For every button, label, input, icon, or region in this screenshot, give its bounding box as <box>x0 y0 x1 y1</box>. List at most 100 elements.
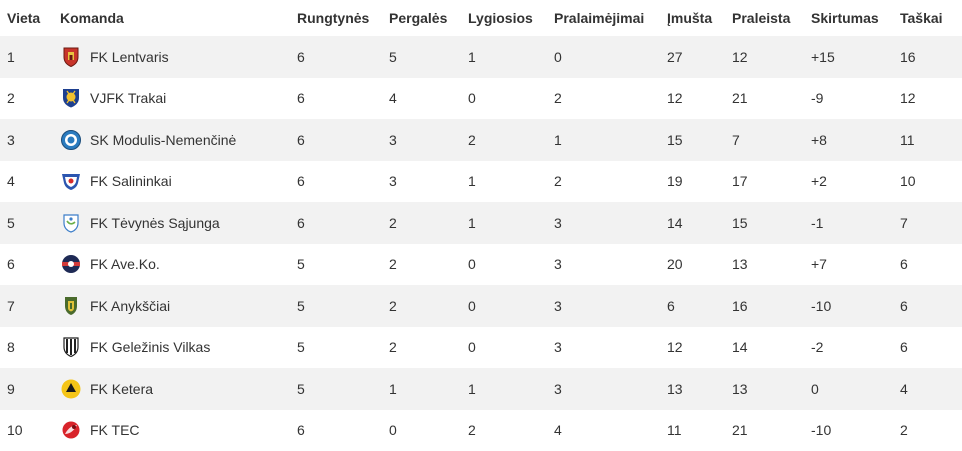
team-wrapper: FK Salininkai <box>60 170 297 192</box>
cell-team: FK Lentvaris <box>60 36 297 78</box>
cell-drawn: 1 <box>468 202 554 244</box>
cell-played: 6 <box>297 36 389 78</box>
cell-team: FK Anykščiai <box>60 285 297 327</box>
cell-won: 2 <box>389 285 468 327</box>
cell-position: 2 <box>0 78 60 120</box>
team-name-link[interactable]: FK Lentvaris <box>90 49 169 65</box>
cell-position: 3 <box>0 119 60 161</box>
cell-won: 2 <box>389 202 468 244</box>
cell-position: 10 <box>0 410 60 451</box>
cell-lost: 3 <box>554 285 667 327</box>
cell-conceded: 16 <box>732 285 811 327</box>
cell-position: 4 <box>0 161 60 203</box>
cell-difference: -2 <box>811 327 900 369</box>
cell-played: 6 <box>297 410 389 451</box>
header-conceded[interactable]: Praleista <box>732 0 811 36</box>
table-body: 1 FK Lentvaris 6 5 1 0 27 12 +15 16 2 VJ… <box>0 36 962 451</box>
cell-played: 5 <box>297 285 389 327</box>
cell-lost: 3 <box>554 202 667 244</box>
team-name-link[interactable]: FK Salininkai <box>90 173 172 189</box>
header-won[interactable]: Pergalės <box>389 0 468 36</box>
team-wrapper: FK Ketera <box>60 378 297 400</box>
cell-lost: 2 <box>554 78 667 120</box>
modulis-crest-icon <box>60 129 82 151</box>
cell-played: 6 <box>297 78 389 120</box>
team-wrapper: FK TEC <box>60 419 297 441</box>
cell-points: 16 <box>900 36 962 78</box>
table-row: 2 VJFK Trakai 6 4 0 2 12 21 -9 12 <box>0 78 962 120</box>
table-row: 1 FK Lentvaris 6 5 1 0 27 12 +15 16 <box>0 36 962 78</box>
cell-won: 4 <box>389 78 468 120</box>
table-row: 8 FK Geležinis Vilkas 5 2 0 3 12 14 -2 6 <box>0 327 962 369</box>
team-wrapper: FK Ave.Ko. <box>60 253 297 275</box>
cell-conceded: 21 <box>732 410 811 451</box>
team-name-link[interactable]: FK Tėvynės Sąjunga <box>90 215 220 231</box>
team-name-link[interactable]: FK TEC <box>90 422 140 438</box>
lentvaris-crest-icon <box>60 46 82 68</box>
cell-team: FK Ketera <box>60 368 297 410</box>
cell-lost: 3 <box>554 368 667 410</box>
header-team[interactable]: Komanda <box>60 0 297 36</box>
cell-played: 6 <box>297 161 389 203</box>
cell-lost: 3 <box>554 327 667 369</box>
cell-scored: 12 <box>667 78 732 120</box>
team-name-link[interactable]: FK Geležinis Vilkas <box>90 339 210 355</box>
header-played[interactable]: Rungtynės <box>297 0 389 36</box>
cell-drawn: 1 <box>468 161 554 203</box>
team-name-link[interactable]: VJFK Trakai <box>90 90 166 106</box>
table-header: Vieta Komanda Rungtynės Pergalės Lygiosi… <box>0 0 962 36</box>
cell-drawn: 1 <box>468 36 554 78</box>
team-wrapper: SK Modulis-Nemenčinė <box>60 129 297 151</box>
cell-points: 6 <box>900 244 962 286</box>
salininkai-crest-icon <box>60 170 82 192</box>
anyksciai-crest-icon <box>60 295 82 317</box>
cell-drawn: 0 <box>468 244 554 286</box>
cell-difference: 0 <box>811 368 900 410</box>
team-name-link[interactable]: FK Anykščiai <box>90 298 170 314</box>
header-drawn[interactable]: Lygiosios <box>468 0 554 36</box>
cell-conceded: 15 <box>732 202 811 244</box>
cell-won: 0 <box>389 410 468 451</box>
cell-position: 9 <box>0 368 60 410</box>
cell-won: 5 <box>389 36 468 78</box>
cell-scored: 6 <box>667 285 732 327</box>
team-name-link[interactable]: FK Ketera <box>90 381 153 397</box>
cell-scored: 15 <box>667 119 732 161</box>
cell-conceded: 7 <box>732 119 811 161</box>
cell-position: 1 <box>0 36 60 78</box>
table-row: 3 SK Modulis-Nemenčinė 6 3 2 1 15 7 +8 1… <box>0 119 962 161</box>
trakai-crest-icon <box>60 87 82 109</box>
header-position[interactable]: Vieta <box>0 0 60 36</box>
cell-scored: 14 <box>667 202 732 244</box>
cell-lost: 2 <box>554 161 667 203</box>
gelezinis-vilkas-crest-icon <box>60 336 82 358</box>
cell-team: FK TEC <box>60 410 297 451</box>
cell-scored: 12 <box>667 327 732 369</box>
cell-difference: +8 <box>811 119 900 161</box>
table-row: 7 FK Anykščiai 5 2 0 3 6 16 -10 6 <box>0 285 962 327</box>
table-row: 4 FK Salininkai 6 3 1 2 19 17 +2 10 <box>0 161 962 203</box>
cell-scored: 11 <box>667 410 732 451</box>
cell-points: 6 <box>900 327 962 369</box>
team-wrapper: FK Lentvaris <box>60 46 297 68</box>
table-row: 5 FK Tėvynės Sąjunga 6 2 1 3 14 15 -1 7 <box>0 202 962 244</box>
tevynes-sajunga-crest-icon <box>60 212 82 234</box>
cell-scored: 19 <box>667 161 732 203</box>
cell-lost: 0 <box>554 36 667 78</box>
header-points[interactable]: Taškai <box>900 0 962 36</box>
cell-won: 3 <box>389 161 468 203</box>
cell-drawn: 0 <box>468 285 554 327</box>
team-name-link[interactable]: SK Modulis-Nemenčinė <box>90 132 236 148</box>
cell-scored: 27 <box>667 36 732 78</box>
team-name-link[interactable]: FK Ave.Ko. <box>90 256 160 272</box>
header-lost[interactable]: Pralaimėjimai <box>554 0 667 36</box>
header-scored[interactable]: Įmušta <box>667 0 732 36</box>
cell-position: 6 <box>0 244 60 286</box>
cell-points: 10 <box>900 161 962 203</box>
cell-difference: -10 <box>811 410 900 451</box>
header-difference[interactable]: Skirtumas <box>811 0 900 36</box>
cell-team: VJFK Trakai <box>60 78 297 120</box>
cell-scored: 20 <box>667 244 732 286</box>
cell-played: 5 <box>297 327 389 369</box>
